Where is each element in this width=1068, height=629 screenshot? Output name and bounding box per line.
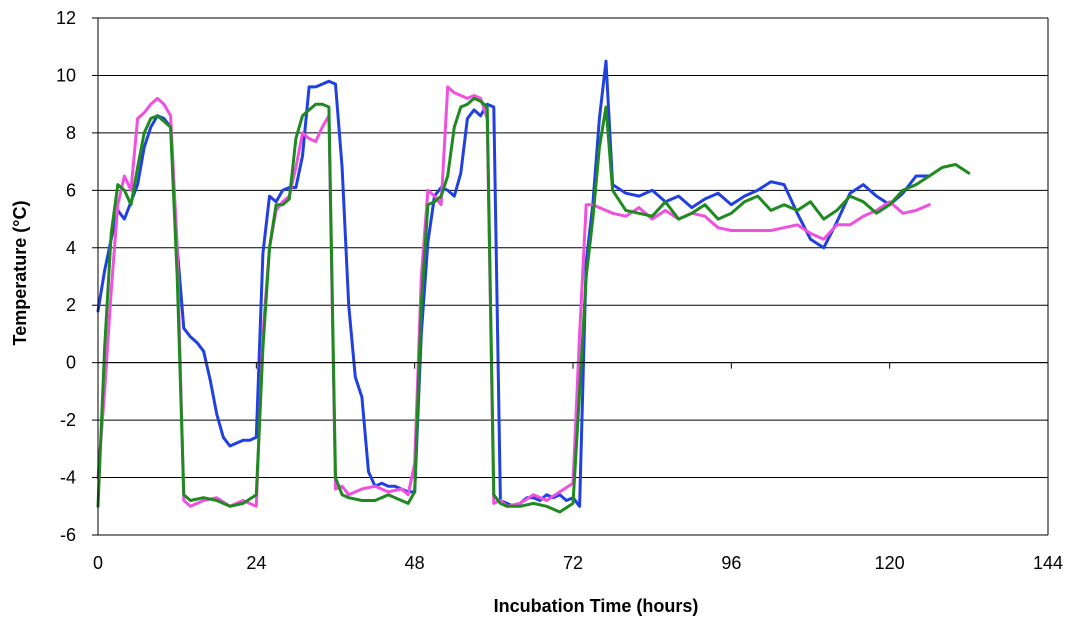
x-tick-label: 120	[875, 553, 905, 573]
series-line-2	[96, 85, 931, 508]
y-tick-label: -6	[60, 525, 76, 545]
x-tick-label: 0	[93, 553, 103, 573]
x-axis-title: Incubation Time (hours)	[494, 596, 699, 616]
y-tick-label: 0	[66, 353, 76, 373]
y-tick-label: 10	[56, 65, 76, 85]
x-tick-label: 24	[246, 553, 266, 573]
y-tick-label: 2	[66, 295, 76, 315]
x-tick-label: 48	[405, 553, 425, 573]
y-tick-label: 12	[56, 8, 76, 28]
y-tick-label: -4	[60, 468, 76, 488]
y-tick-label: 6	[66, 180, 76, 200]
series-layer	[96, 59, 971, 514]
y-axis-title: Temperature (°C)	[10, 201, 30, 346]
axes	[92, 17, 1049, 536]
y-tick-label: -2	[60, 410, 76, 430]
y-tick-label: 8	[66, 123, 76, 143]
x-tick-label: 96	[721, 553, 741, 573]
x-tick-label: 72	[563, 553, 583, 573]
series-line-3	[96, 96, 971, 514]
series-line-1	[96, 59, 931, 508]
x-tick-label: 144	[1033, 553, 1063, 573]
y-tick-label: 4	[66, 238, 76, 258]
